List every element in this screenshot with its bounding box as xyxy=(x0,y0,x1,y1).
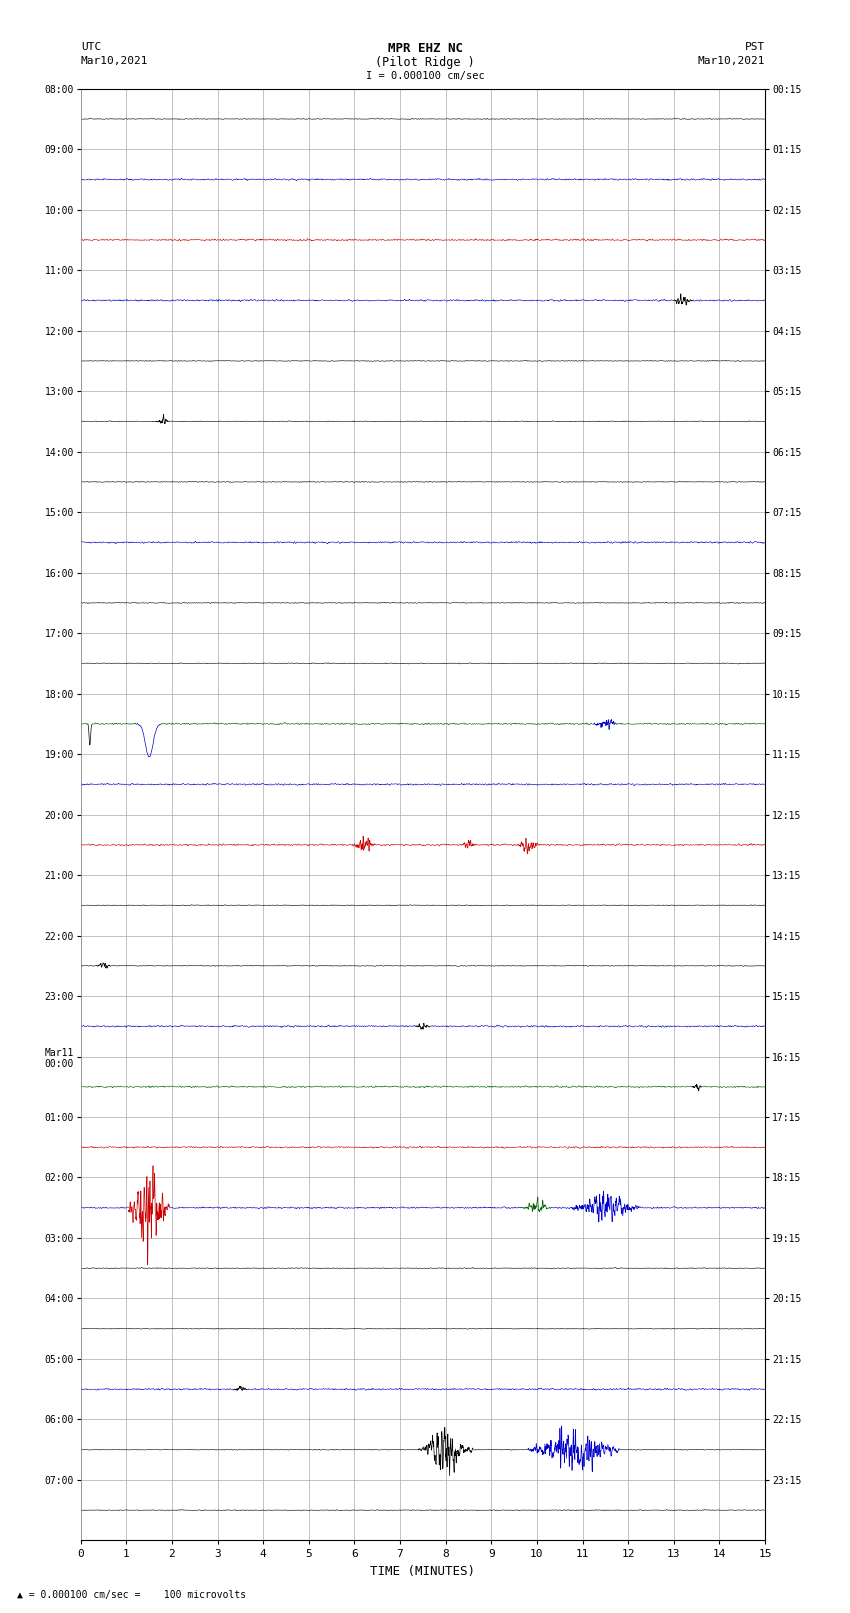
X-axis label: TIME (MINUTES): TIME (MINUTES) xyxy=(371,1565,475,1578)
Text: ▲ = 0.000100 cm/sec =    100 microvolts: ▲ = 0.000100 cm/sec = 100 microvolts xyxy=(17,1590,246,1600)
Text: MPR EHZ NC: MPR EHZ NC xyxy=(388,42,462,55)
Text: (Pilot Ridge ): (Pilot Ridge ) xyxy=(375,56,475,69)
Text: Mar10,2021: Mar10,2021 xyxy=(81,56,148,66)
Text: PST: PST xyxy=(745,42,765,52)
Text: I = 0.000100 cm/sec: I = 0.000100 cm/sec xyxy=(366,71,484,81)
Text: Mar10,2021: Mar10,2021 xyxy=(698,56,765,66)
Text: UTC: UTC xyxy=(81,42,101,52)
